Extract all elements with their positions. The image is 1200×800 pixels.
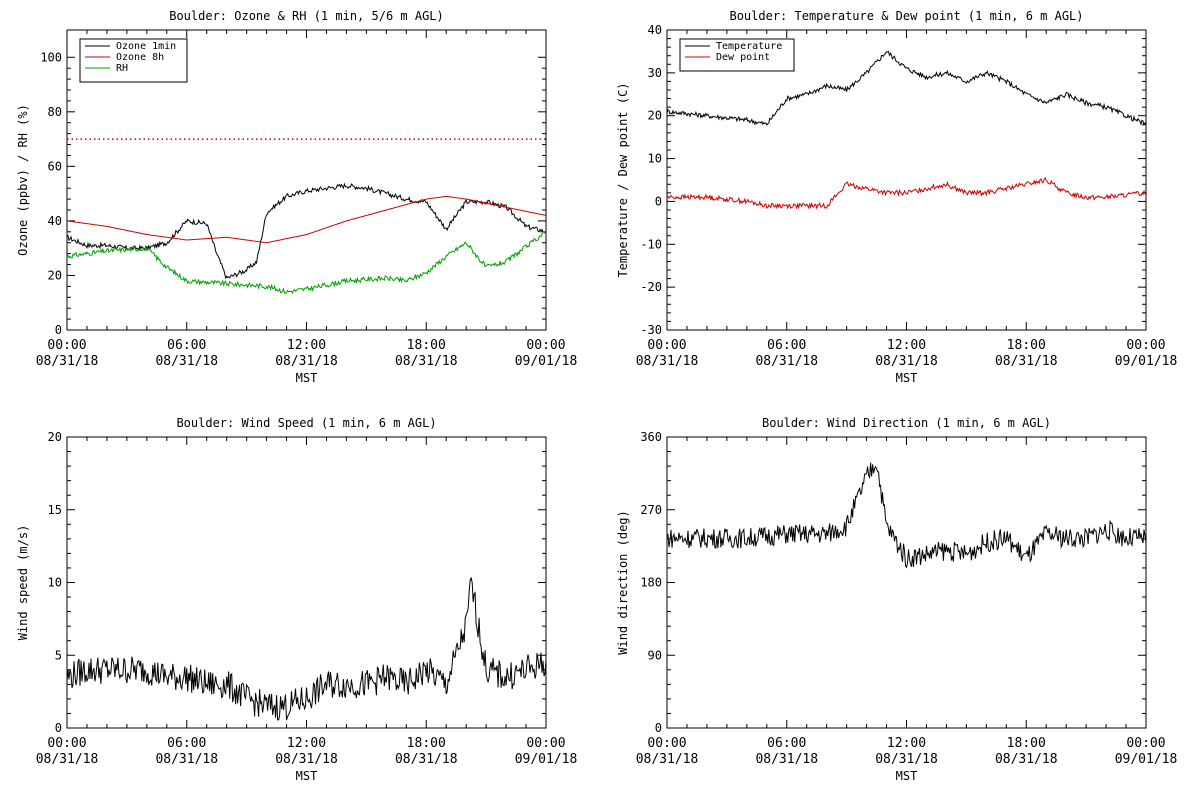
y-tick-label: -10 — [640, 237, 662, 251]
y-axis-label: Wind speed (m/s) — [16, 525, 30, 641]
x-tick-time-label: 06:00 — [167, 736, 206, 751]
chart-title: Boulder: Wind Direction (1 min, 6 m AGL) — [762, 416, 1051, 430]
wind-direction-panel: Boulder: Wind Direction (1 min, 6 m AGL)… — [616, 416, 1177, 783]
x-tick-date-label: 08/31/18 — [155, 354, 218, 369]
y-tick-label: -30 — [640, 323, 662, 337]
x-tick-date-label: 09/01/18 — [1115, 354, 1178, 369]
series-line-0 — [66, 182, 546, 280]
temperature-dewpoint-panel: Boulder: Temperature & Dew point (1 min,… — [616, 9, 1177, 385]
x-tick-date-label: 08/31/18 — [875, 752, 938, 767]
x-tick-time-label: 00:00 — [647, 338, 686, 353]
x-tick-time-label: 06:00 — [767, 736, 806, 751]
y-tick-label: 40 — [48, 214, 62, 228]
legend-entry: Ozone 1min — [116, 41, 176, 52]
y-tick-label: 0 — [655, 721, 662, 735]
series-line-0 — [666, 50, 1147, 127]
x-tick-time-label: 06:00 — [767, 338, 806, 353]
y-tick-label: 20 — [48, 430, 62, 444]
x-tick-time-label: 12:00 — [287, 338, 326, 353]
y-tick-label: 10 — [48, 576, 62, 590]
legend-entry: RH — [116, 63, 128, 74]
x-tick-time-label: 00:00 — [647, 736, 686, 751]
series-line-2 — [66, 231, 547, 295]
x-tick-date-label: 08/31/18 — [155, 752, 218, 767]
x-tick-time-label: 00:00 — [47, 736, 86, 751]
x-tick-time-label: 00:00 — [1126, 338, 1165, 353]
x-tick-date-label: 08/31/18 — [36, 354, 99, 369]
y-tick-label: 15 — [48, 503, 62, 517]
x-tick-date-label: 08/31/18 — [636, 354, 699, 369]
y-tick-label: 80 — [48, 105, 62, 119]
x-tick-date-label: 08/31/18 — [636, 752, 699, 767]
x-tick-time-label: 18:00 — [1007, 338, 1046, 353]
x-tick-date-label: 08/31/18 — [275, 752, 338, 767]
chart-title: Boulder: Wind Speed (1 min, 6 m AGL) — [176, 416, 436, 430]
y-tick-label: 5 — [55, 648, 62, 662]
x-tick-date-label: 08/31/18 — [875, 354, 938, 369]
y-tick-label: 90 — [648, 648, 662, 662]
series-line-0 — [666, 462, 1147, 569]
y-tick-label: 180 — [640, 576, 662, 590]
x-tick-date-label: 08/31/18 — [275, 354, 338, 369]
y-tick-label: 270 — [640, 503, 662, 517]
y-tick-label: 0 — [55, 323, 62, 337]
x-tick-date-label: 08/31/18 — [995, 354, 1058, 369]
legend-entry: Ozone 8h — [116, 52, 164, 63]
y-tick-label: 360 — [640, 430, 662, 444]
x-tick-time-label: 18:00 — [1007, 736, 1046, 751]
x-tick-time-label: 00:00 — [526, 736, 565, 751]
plot-frame — [666, 29, 1147, 331]
x-tick-date-label: 09/01/18 — [1115, 752, 1178, 767]
x-tick-date-label: 08/31/18 — [995, 752, 1058, 767]
y-tick-label: 0 — [55, 721, 62, 735]
series-line-1 — [66, 195, 547, 244]
x-tick-date-label: 09/01/18 — [515, 752, 578, 767]
y-tick-label: 60 — [48, 159, 62, 173]
chart-title: Boulder: Temperature & Dew point (1 min,… — [729, 9, 1083, 23]
y-tick-label: 40 — [648, 23, 662, 37]
y-tick-label: 100 — [40, 50, 62, 64]
legend-box — [679, 38, 795, 72]
plot-frame — [66, 436, 547, 729]
y-axis-label: Ozone (ppbv) / RH (%) — [16, 104, 30, 256]
x-tick-date-label: 08/31/18 — [395, 752, 458, 767]
x-tick-time-label: 00:00 — [47, 338, 86, 353]
x-tick-date-label: 09/01/18 — [515, 354, 578, 369]
y-axis-label: Wind direction (deg) — [616, 510, 630, 655]
y-axis-label: Temperature / Dew point (C) — [616, 82, 630, 277]
x-tick-date-label: 08/31/18 — [755, 354, 818, 369]
x-tick-time-label: 12:00 — [887, 736, 926, 751]
x-tick-time-label: 12:00 — [287, 736, 326, 751]
x-tick-time-label: 06:00 — [167, 338, 206, 353]
x-axis-label: MST — [896, 769, 918, 783]
x-tick-date-label: 08/31/18 — [395, 354, 458, 369]
x-tick-time-label: 12:00 — [887, 338, 926, 353]
y-tick-label: 20 — [648, 109, 662, 123]
x-axis-label: MST — [296, 371, 318, 385]
legend-entry: Dew point — [716, 52, 770, 63]
ozone-rh-panel: Boulder: Ozone & RH (1 min, 5/6 m AGL) 0 2… — [16, 9, 577, 385]
x-tick-time-label: 18:00 — [407, 736, 446, 751]
series-line-0 — [66, 576, 547, 721]
plot-frame — [666, 436, 1147, 729]
x-tick-date-label: 08/31/18 — [36, 752, 99, 767]
y-tick-label: 0 — [655, 194, 662, 208]
x-tick-time-label: 00:00 — [1126, 736, 1165, 751]
wind-speed-panel: Boulder: Wind Speed (1 min, 6 m AGL) 0 5 10… — [16, 416, 577, 783]
y-tick-label: 30 — [648, 66, 662, 80]
x-axis-label: MST — [296, 769, 318, 783]
x-tick-time-label: 00:00 — [526, 338, 565, 353]
series-line-1 — [666, 176, 1147, 210]
y-tick-label: 10 — [648, 152, 662, 166]
x-tick-time-label: 18:00 — [407, 338, 446, 353]
legend-entry: Temperature — [716, 41, 782, 52]
y-tick-label: -20 — [640, 280, 662, 294]
x-axis-label: MST — [896, 371, 918, 385]
y-tick-label: 20 — [48, 268, 62, 282]
x-tick-date-label: 08/31/18 — [755, 752, 818, 767]
chart-title: Boulder: Ozone & RH (1 min, 5/6 m AGL) — [169, 9, 444, 23]
